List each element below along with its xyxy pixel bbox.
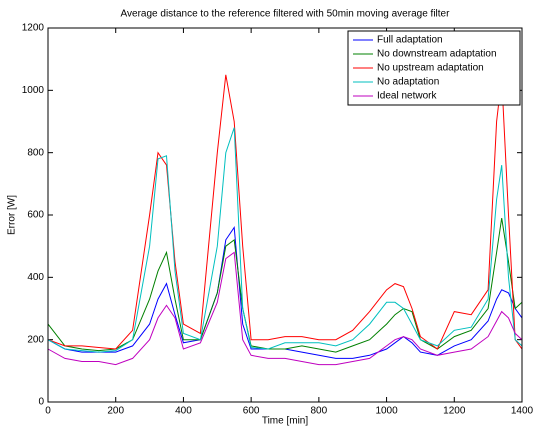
chart-title: Average distance to the reference filter… — [121, 9, 451, 20]
y-tick-label: 200 — [27, 334, 44, 345]
x-tick-label: 1000 — [375, 406, 398, 417]
x-tick-label: 600 — [243, 406, 260, 417]
y-tick-label: 1200 — [22, 23, 45, 34]
plot-frame — [47, 27, 523, 403]
line-series — [47, 226, 523, 359]
y-tick-label: 600 — [27, 210, 44, 221]
legend-box — [347, 30, 521, 106]
y-tick-label: 800 — [27, 147, 44, 158]
x-tick-label: 200 — [107, 406, 124, 417]
y-tick-label: 0 — [38, 397, 44, 408]
y-tick-label: 400 — [27, 272, 44, 283]
line-series — [47, 218, 523, 353]
legend-label: No adaptation — [377, 77, 439, 88]
legend-label: No upstream adaptation — [377, 63, 484, 74]
line-series — [47, 127, 523, 353]
line-series — [47, 74, 523, 350]
x-tick-label: 800 — [311, 406, 328, 417]
y-axis-label: Error [W] — [7, 195, 18, 235]
legend-label: Ideal network — [377, 91, 437, 102]
line-series — [47, 251, 523, 366]
x-axis-label: Time [min] — [262, 416, 309, 427]
y-tick-label: 1000 — [22, 85, 45, 96]
legend-label: No downstream adaptation — [377, 49, 497, 60]
x-tick-label: 1200 — [443, 406, 466, 417]
x-tick-label: 1400 — [511, 406, 534, 417]
legend-label: Full adaptation — [377, 35, 443, 46]
x-tick-label: 400 — [175, 406, 192, 417]
x-tick-label: 0 — [45, 406, 51, 417]
